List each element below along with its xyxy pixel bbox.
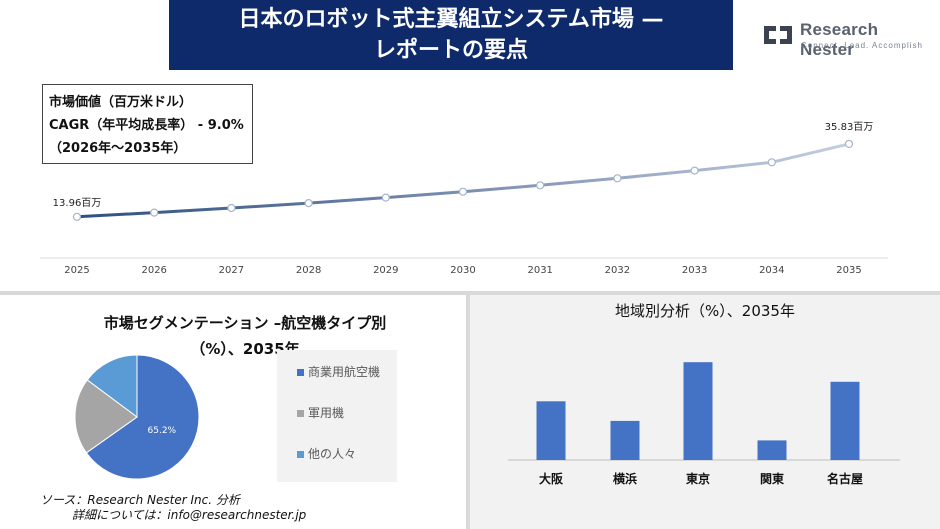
- horizontal-divider: [0, 291, 940, 295]
- pie-slice-commercial: [85, 354, 200, 480]
- x-tick-2032: 2032: [605, 265, 630, 276]
- legend-label-military: 軍用機: [308, 406, 345, 420]
- x-tick-2028: 2028: [296, 265, 321, 276]
- line-point-2033: [690, 166, 699, 175]
- title-banner: 日本のロボット式主翼組立システム市場 — レポートの要点: [169, 0, 733, 70]
- legend-item-other: 他の人々: [297, 445, 356, 462]
- logo-name: Research Nester: [800, 20, 879, 59]
- bar-関東: [757, 440, 787, 460]
- pie-chart-title: 市場セグメンテーション –航空機タイプ別 （%）、2035年: [60, 310, 430, 362]
- pie-title-line2: （%）、2035年: [190, 340, 300, 358]
- pie-slice-label-commercial: 65.2%: [148, 426, 177, 436]
- contact-line: 詳細については：info@researchnester.jp: [72, 508, 307, 522]
- line-point-2025: [72, 212, 82, 221]
- x-tick-2025: 2025: [64, 265, 89, 276]
- legend-label-commercial: 商業用航空機: [308, 365, 381, 379]
- x-tick-2026: 2026: [141, 265, 166, 276]
- aircraft-type-pie-chart: 65.2%: [74, 354, 200, 480]
- bar-東京: [683, 362, 713, 460]
- source-line: ソース：Research Nester Inc. 分析: [40, 493, 240, 507]
- x-tick-2027: 2027: [219, 265, 244, 276]
- line-point-2030: [458, 187, 468, 196]
- pie-slice-other: [86, 354, 138, 418]
- bar-横浜: [610, 420, 640, 460]
- page-title-line1: 日本のロボット式主翼組立システム市場 —: [238, 7, 664, 32]
- line-point-2029: [381, 193, 390, 202]
- line-point-2027: [227, 203, 236, 213]
- x-tick-2034: 2034: [759, 265, 784, 276]
- pie-title-line1: 市場セグメンテーション –航空機タイプ別: [103, 314, 387, 332]
- bar-名古屋: [830, 381, 860, 460]
- x-tick-2029: 2029: [373, 265, 398, 276]
- line-point-2026: [150, 208, 159, 217]
- legend-item-commercial: 商業用航空機: [297, 363, 380, 380]
- logo-tagline: Connect. Lead. Accomplish: [801, 41, 923, 50]
- x-tick-2033: 2033: [682, 265, 707, 276]
- legend-item-military: 軍用機: [297, 404, 344, 421]
- research-nester-logo-icon: [764, 26, 792, 44]
- bar-label-名古屋: 名古屋: [827, 471, 863, 486]
- pie-legend: 商業用航空機 軍用機 他の人々: [277, 350, 397, 482]
- last-point-label: 35.83百万: [825, 121, 874, 133]
- bar-label-関東: 関東: [760, 471, 784, 486]
- market-value-label: 市場価値（百万米ドル）: [49, 95, 193, 110]
- legend-swatch-military: [297, 410, 304, 417]
- legend-swatch-commercial: [297, 369, 304, 376]
- legend-swatch-other: [297, 451, 304, 458]
- bar-chart-title: 地域別分析（%）、2035年: [615, 302, 795, 320]
- legend-label-other: 他の人々: [308, 447, 357, 461]
- line-point-2035: [844, 139, 854, 149]
- cagr-label: CAGR（年平均成長率） - 9.0%: [49, 118, 244, 133]
- line-point-2031: [536, 181, 545, 190]
- vertical-divider: [466, 295, 470, 529]
- x-tick-2035: 2035: [836, 265, 861, 276]
- bar-label-東京: 東京: [686, 471, 710, 486]
- bar-大阪: [536, 401, 566, 460]
- forecast-period-label: （2026年～2035年）: [49, 141, 187, 156]
- line-point-2028: [304, 199, 313, 208]
- first-point-label: 13.96百万: [53, 197, 102, 209]
- x-tick-2030: 2030: [450, 265, 475, 276]
- x-tick-2031: 2031: [527, 265, 552, 276]
- regional-bar-chart: 大阪 横浜 東京 関東 名古屋: [508, 362, 900, 486]
- market-info-box: 市場価値（百万米ドル） CAGR（年平均成長率） - 9.0% （2026年～2…: [42, 84, 253, 164]
- line-point-2032: [613, 174, 622, 183]
- line-point-2034: [767, 158, 776, 167]
- bar-label-大阪: 大阪: [539, 471, 564, 486]
- bar-label-横浜: 横浜: [613, 471, 637, 486]
- source-note: ソース：Research Nester Inc. 分析 詳細については：info…: [40, 493, 306, 523]
- market-value-line-chart: 2025 2026 2027 2028 2029 2030 2031 2032 2033 2034…: [40, 121, 888, 276]
- page-title-line2: レポートの要点: [373, 38, 528, 63]
- pie-slice-military: [74, 379, 138, 454]
- research-nester-logo: Research Nester Connect. Lead. Accomplis…: [760, 20, 930, 59]
